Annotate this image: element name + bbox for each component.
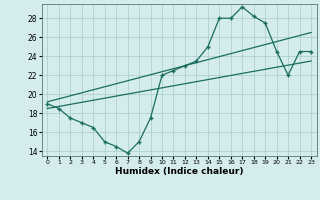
- X-axis label: Humidex (Indice chaleur): Humidex (Indice chaleur): [115, 167, 244, 176]
